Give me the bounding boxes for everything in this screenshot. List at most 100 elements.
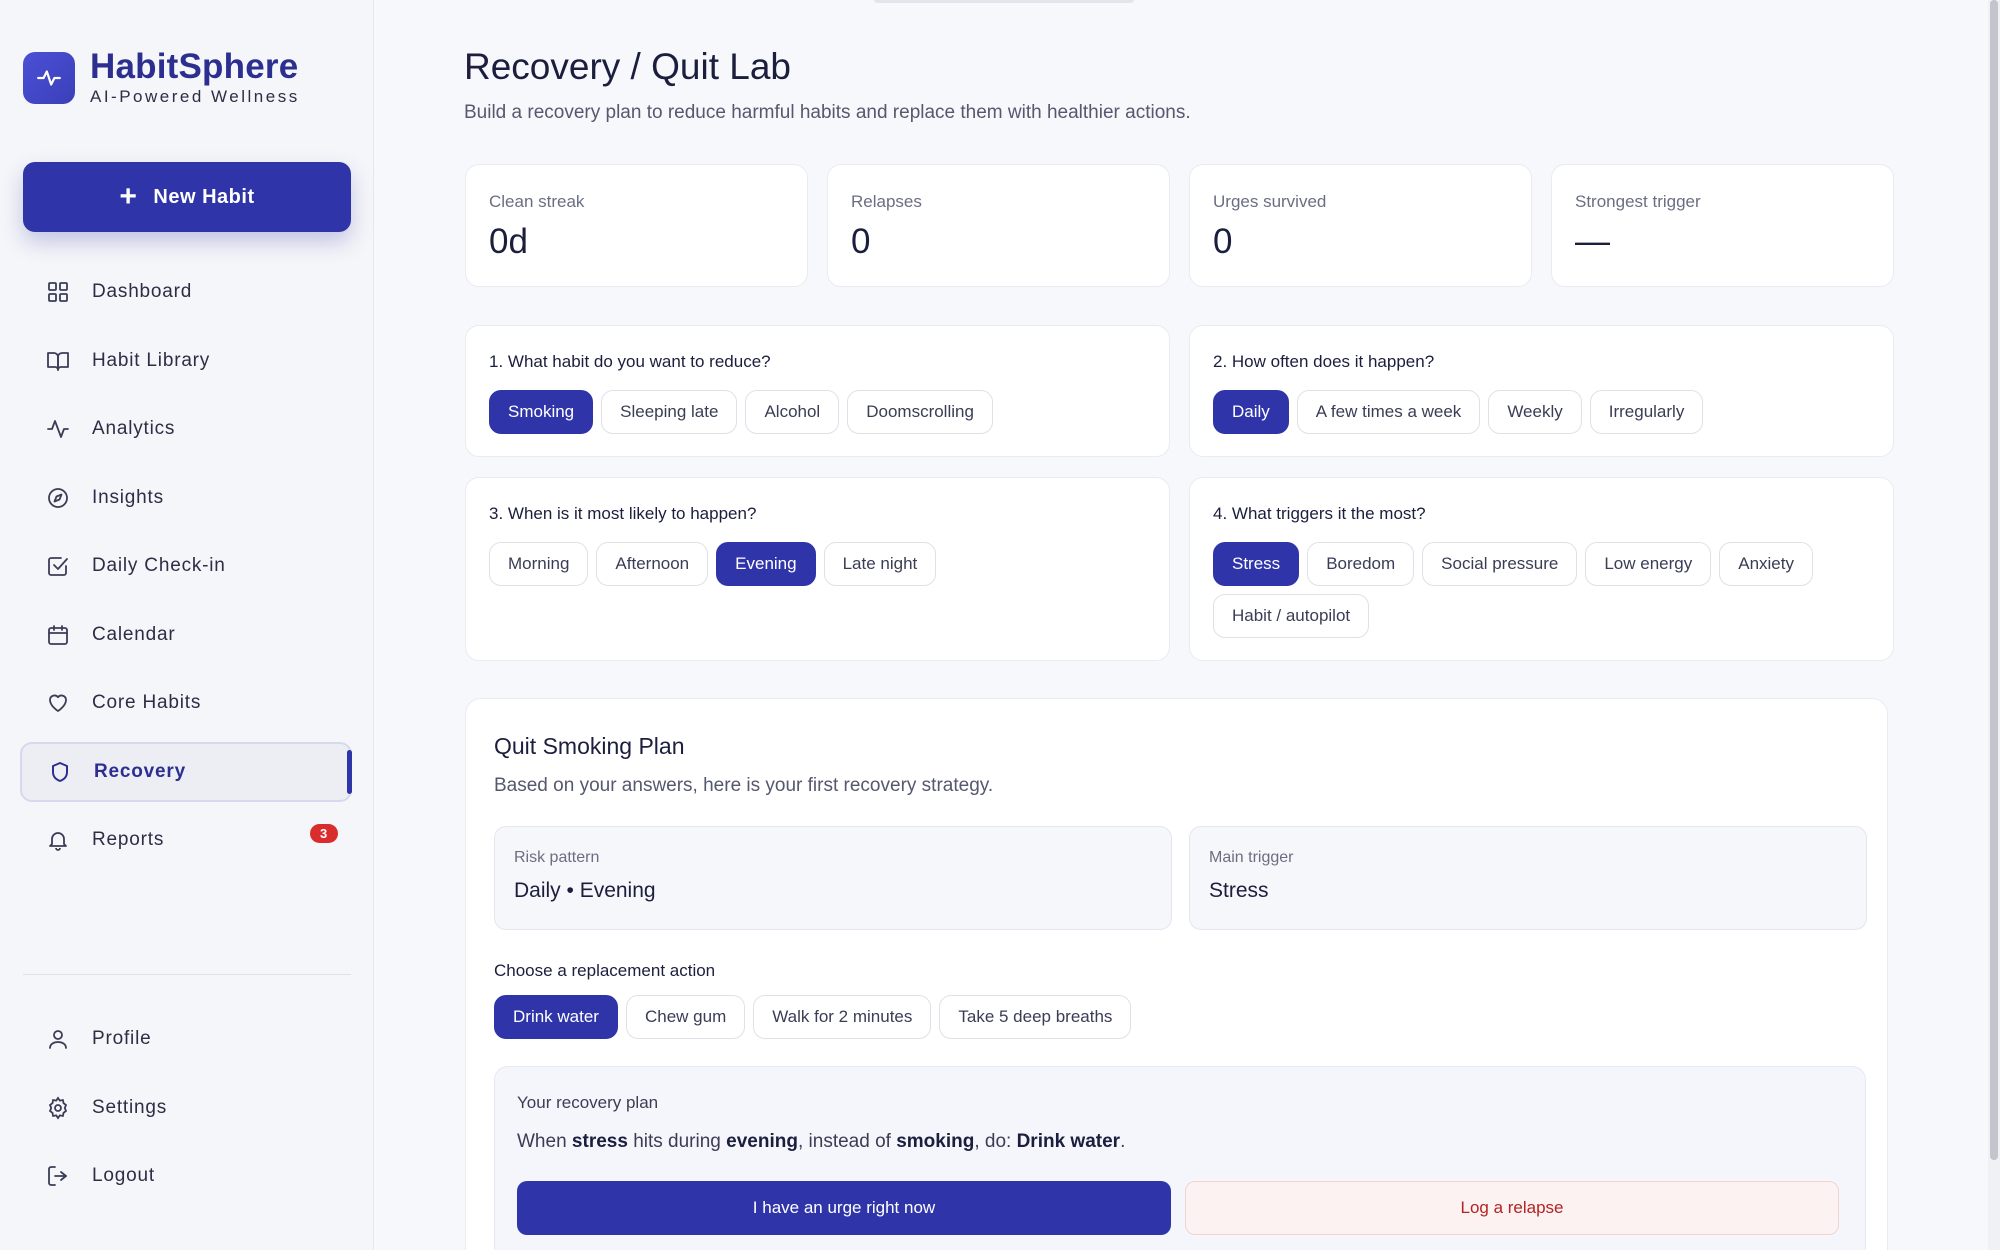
option-chip-sleeping-late[interactable]: Sleeping late <box>601 390 738 434</box>
plan-title: Quit Smoking Plan <box>494 733 685 759</box>
option-chip-late-night[interactable]: Late night <box>823 542 937 586</box>
sidebar-item-recovery[interactable]: Recovery <box>20 741 352 802</box>
main-trigger-value: Stress <box>1209 879 1269 902</box>
sidebar-item-calendar[interactable]: Calendar <box>20 605 352 665</box>
sidebar-item-label: Logout <box>92 1165 155 1186</box>
sentence-trigger: stress <box>571 1131 628 1152</box>
recovery-plan-box: Your recovery plan When stress hits duri… <box>494 1066 1866 1250</box>
shield-icon <box>52 761 68 782</box>
sidebar-item-label: Settings <box>92 1096 168 1118</box>
sidebar-item-reports[interactable]: Reports 3 <box>20 810 352 870</box>
sidebar-item-label: Insights <box>92 486 164 508</box>
sidebar-item-label: Reports <box>92 829 165 850</box>
option-chip-boredom[interactable]: Boredom <box>1307 542 1415 586</box>
option-chip-irregularly[interactable]: Irregularly <box>1589 390 1704 434</box>
option-chip-anxiety[interactable]: Anxiety <box>1719 542 1813 586</box>
option-chip-smoking[interactable]: Smoking <box>489 390 594 434</box>
sidebar-item-core-habits[interactable]: Core Habits <box>20 673 352 733</box>
option-chip-doomscrolling[interactable]: Doomscrolling <box>847 390 993 434</box>
question-card-time: 3. When is it most likely to happen? Mor… <box>465 477 1170 661</box>
stat-label: Strongest trigger <box>1575 192 1701 211</box>
option-chip-stress[interactable]: Stress <box>1213 542 1300 586</box>
sidebar-item-label: Daily Check-in <box>92 555 226 576</box>
option-chip-alcohol[interactable]: Alcohol <box>745 390 840 434</box>
sidebar-item-habit-library[interactable]: Habit Library <box>20 331 352 391</box>
sentence-text: . <box>1120 1131 1126 1152</box>
quit-plan-card: Quit Smoking Plan Based on your answers,… <box>465 698 1888 1250</box>
stat-label: Relapses <box>851 192 922 211</box>
question-card-habit: 1. What habit do you want to reduce? Smo… <box>465 325 1170 457</box>
sidebar-item-label: Calendar <box>92 623 176 645</box>
risk-pattern-box: Risk pattern Daily • Evening <box>494 826 1172 930</box>
grid-icon <box>48 282 68 302</box>
page-subtitle: Build a recovery plan to reduce harmful … <box>464 102 1191 123</box>
sidebar-item-label: Habit Library <box>92 349 211 371</box>
sidebar-item-analytics[interactable]: Analytics <box>20 399 352 459</box>
brand[interactable]: HabitSphere AI-Powered Wellness <box>23 48 300 107</box>
option-chip-evening[interactable]: Evening <box>716 542 816 586</box>
option-chip-low-energy[interactable]: Low energy <box>1585 542 1712 586</box>
sidebar-item-label: Core Habits <box>92 692 202 713</box>
risk-pattern-label: Risk pattern <box>514 849 600 866</box>
replacement-chip-deep-breaths[interactable]: Take 5 deep breaths <box>939 995 1132 1039</box>
sidebar-item-dashboard[interactable]: Dashboard <box>20 262 352 322</box>
scrollbar-thumb[interactable] <box>1990 0 1998 1160</box>
scrollbar[interactable] <box>1988 0 2000 1250</box>
replacement-chip-chew-gum[interactable]: Chew gum <box>625 995 746 1039</box>
sidebar-nav: Dashboard Habit Library Analytics Insigh… <box>20 262 352 879</box>
option-chip-social-pressure[interactable]: Social pressure <box>1422 542 1578 586</box>
recovery-plan-title: Your recovery plan <box>517 1093 659 1112</box>
option-chip-afternoon[interactable]: Afternoon <box>596 542 709 586</box>
sidebar-item-label: Analytics <box>92 418 176 439</box>
risk-pattern-value: Daily • Evening <box>514 879 656 902</box>
replacement-chips: Drink water Chew gum Walk for 2 minutes … <box>494 995 1132 1039</box>
question-title: 1. What habit do you want to reduce? <box>489 352 771 371</box>
main-trigger-label: Main trigger <box>1209 849 1294 866</box>
question-title: 3. When is it most likely to happen? <box>489 504 757 523</box>
sidebar-item-label: Profile <box>92 1028 152 1049</box>
replacement-chip-walk[interactable]: Walk for 2 minutes <box>753 995 932 1039</box>
question-card-frequency: 2. How often does it happen? Daily A few… <box>1189 325 1894 457</box>
plus-icon: + <box>119 180 138 213</box>
plan-subtitle: Based on your answers, here is your firs… <box>494 775 994 796</box>
replacement-chip-drink-water[interactable]: Drink water <box>494 995 618 1039</box>
book-icon <box>47 351 69 371</box>
option-chips: Morning Afternoon Evening Late night <box>489 542 1146 586</box>
sentence-action: Drink water <box>1016 1131 1121 1152</box>
sentence-text: hits during <box>627 1131 727 1152</box>
calendar-icon <box>48 624 68 645</box>
new-habit-label: New Habit <box>153 185 255 208</box>
option-chips: Smoking Sleeping late Alcohol Doomscroll… <box>489 390 1146 434</box>
sentence-text: , instead of <box>797 1131 897 1152</box>
main-trigger-box: Main trigger Stress <box>1189 826 1867 930</box>
option-chips: Daily A few times a week Weekly Irregula… <box>1213 390 1870 434</box>
sidebar-item-label: Dashboard <box>92 281 193 302</box>
main-content: Recovery / Quit Lab Build a recovery pla… <box>374 0 2000 1250</box>
activity-icon <box>47 420 69 438</box>
option-chip-morning[interactable]: Morning <box>489 542 589 586</box>
brand-tagline: AI-Powered Wellness <box>90 87 300 106</box>
option-chip-few-times-week[interactable]: A few times a week <box>1296 390 1481 434</box>
question-title: 4. What triggers it the most? <box>1213 504 1426 523</box>
option-chip-weekly[interactable]: Weekly <box>1488 390 1582 434</box>
stat-card-urges-survived: Urges survived 0 <box>1189 164 1532 287</box>
log-relapse-button[interactable]: Log a relapse <box>1185 1181 1839 1235</box>
option-chip-habit-autopilot[interactable]: Habit / autopilot <box>1213 594 1370 638</box>
sidebar-item-insights[interactable]: Insights <box>20 468 352 528</box>
new-habit-button[interactable]: + New Habit <box>23 162 351 232</box>
sidebar-item-daily-check-in[interactable]: Daily Check-in <box>20 536 352 596</box>
bell-icon <box>49 832 67 851</box>
sidebar-item-settings[interactable]: Settings <box>20 1078 352 1138</box>
sidebar-item-profile[interactable]: Profile <box>20 1009 352 1069</box>
option-chip-daily[interactable]: Daily <box>1213 390 1289 434</box>
sidebar-item-logout[interactable]: Logout <box>20 1146 352 1206</box>
gear-icon <box>48 1095 68 1120</box>
sidebar: HabitSphere AI-Powered Wellness + New Ha… <box>0 0 374 1250</box>
sidebar-bottom-nav: Profile Settings Logout <box>20 1009 352 1215</box>
heart-icon <box>49 694 67 712</box>
urge-button[interactable]: I have an urge right now <box>517 1181 1171 1235</box>
stat-value: 0d <box>489 222 528 261</box>
stat-card-strongest-trigger: Strongest trigger — <box>1551 164 1894 287</box>
stat-value: 0 <box>851 222 871 261</box>
replacement-title: Choose a replacement action <box>494 961 716 980</box>
